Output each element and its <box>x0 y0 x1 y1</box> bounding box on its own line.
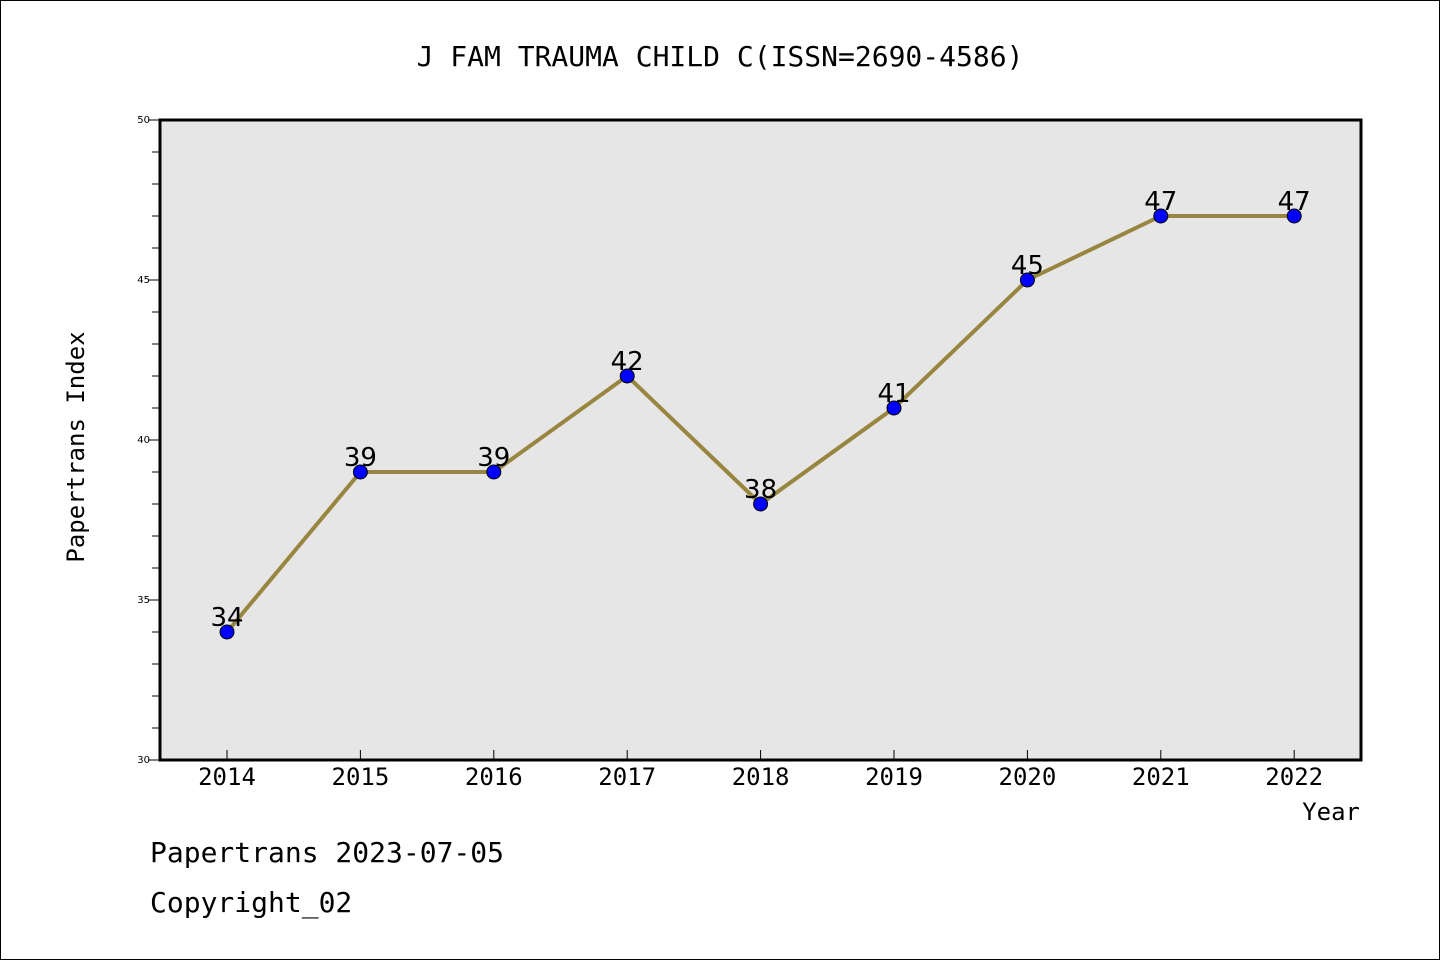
data-point <box>1153 208 1169 224</box>
data-label: 39 <box>477 443 510 473</box>
data-point <box>219 624 235 640</box>
y-tick-label: 50 <box>137 115 150 126</box>
data-point <box>352 464 368 480</box>
y-axis: 30 35 40 45 50 <box>137 115 160 766</box>
x-tick-label: 2018 <box>732 763 790 791</box>
data-point <box>486 464 502 480</box>
y-axis-label: Papertrans Index <box>62 331 90 562</box>
footer-copyright: Copyright_02 <box>150 886 353 919</box>
x-tick-label: 2022 <box>1265 763 1323 791</box>
x-tick-label: 2020 <box>999 763 1057 791</box>
plot-area <box>158 118 1363 762</box>
data-point <box>753 496 769 512</box>
footer-date: Papertrans 2023-07-05 <box>150 836 505 869</box>
y-tick-label: 30 <box>137 755 150 766</box>
series-layer <box>219 208 1302 640</box>
x-tick-label: 2017 <box>598 763 656 791</box>
data-label: 39 <box>344 443 377 473</box>
data-label: 41 <box>877 379 910 409</box>
x-tick-label: 2014 <box>198 763 256 791</box>
y-tick-label: 45 <box>137 275 150 286</box>
data-point <box>1019 272 1035 288</box>
chart-title: J FAM TRAUMA CHILD C(ISSN=2690-4586) <box>417 40 1024 73</box>
data-point <box>886 400 902 416</box>
data-label: 47 <box>1144 187 1177 217</box>
x-tick-label: 2016 <box>465 763 523 791</box>
data-label: 42 <box>611 347 644 377</box>
x-tick-label: 2021 <box>1132 763 1190 791</box>
data-point <box>619 368 635 384</box>
x-tick-label: 2019 <box>865 763 923 791</box>
y-tick-label: 35 <box>137 595 150 606</box>
data-labels: 34 39 39 42 38 41 45 47 47 <box>210 187 1310 633</box>
data-label: 38 <box>744 475 777 505</box>
y-tick-label: 40 <box>137 435 150 446</box>
data-label: 45 <box>1011 251 1044 281</box>
data-point <box>1286 208 1302 224</box>
x-axis-label: Year <box>1302 798 1360 826</box>
x-tick-label: 2015 <box>332 763 390 791</box>
data-label: 34 <box>210 603 243 633</box>
data-label: 47 <box>1278 187 1311 217</box>
x-axis: 2014 2015 2016 2017 2018 2019 2020 2021 2022 <box>198 750 1323 791</box>
